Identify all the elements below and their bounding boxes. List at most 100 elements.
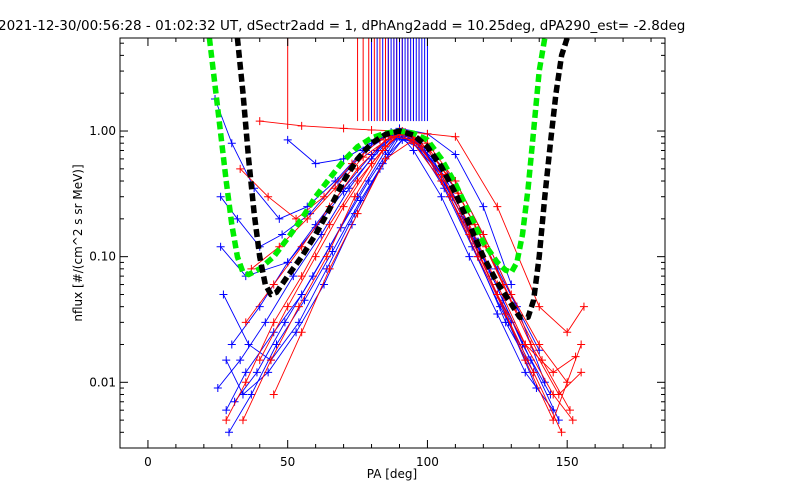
red-data-point — [493, 202, 502, 211]
red-data-point — [378, 146, 387, 155]
blue-series-line — [225, 133, 554, 411]
red-data-point — [269, 280, 278, 289]
blue-data-point — [465, 252, 474, 261]
blue-data-point — [278, 230, 287, 239]
blue-data-point — [521, 368, 530, 377]
red-data-point — [322, 252, 331, 261]
x-tick-label: 0 — [144, 455, 152, 469]
blue-data-point — [289, 272, 298, 281]
x-tick-label: 50 — [280, 455, 295, 469]
red-data-point — [269, 318, 278, 327]
red-data-point — [266, 356, 275, 365]
red-data-point — [353, 164, 362, 173]
red-data-point — [283, 302, 292, 311]
red-data-point — [445, 192, 454, 201]
red-data-point — [568, 416, 577, 425]
red-data-point — [549, 368, 558, 377]
blue-data-point — [269, 328, 278, 337]
blue-data-point — [451, 150, 460, 159]
blue-data-point — [227, 340, 236, 349]
blue-data-point — [213, 384, 222, 393]
blue-data-point — [227, 139, 236, 148]
red-data-point — [311, 252, 320, 261]
red-data-point — [423, 129, 432, 138]
model-curve-layer — [206, 38, 570, 320]
blue-data-point — [222, 406, 231, 415]
y-tick-label: 1.00 — [89, 124, 116, 138]
blue-data-point — [437, 192, 446, 201]
red-series-line — [242, 130, 563, 433]
red-data-point — [255, 117, 264, 126]
blue-data-point — [236, 356, 245, 365]
black-model-curve — [234, 38, 570, 320]
blue-data-point — [244, 340, 253, 349]
red-data-point — [367, 125, 376, 134]
y-axis-label: nflux [#/(cm^2 s sr MeV)] — [71, 164, 85, 321]
red-data-point — [367, 159, 376, 168]
red-data-point — [320, 192, 329, 201]
blue-data-point — [222, 356, 231, 365]
blue-data-point — [247, 390, 256, 399]
spike-layer — [287, 38, 428, 130]
red-data-point — [241, 378, 250, 387]
plot-frame — [119, 37, 666, 449]
red-data-point — [535, 340, 544, 349]
red-data-point — [353, 209, 362, 218]
blue-data-point — [261, 318, 270, 327]
red-data-point — [535, 302, 544, 311]
blue-data-point — [216, 242, 225, 251]
red-data-point — [294, 302, 303, 311]
red-data-point — [529, 368, 538, 377]
blue-data-point — [479, 202, 488, 211]
red-data-point — [238, 416, 247, 425]
red-data-point — [350, 192, 359, 201]
red-data-point — [264, 192, 273, 201]
red-data-point — [579, 302, 588, 311]
red-data-point — [339, 202, 348, 211]
chart-title: 2021-12-30/00:56:28 - 01:02:32 UT, dSect… — [0, 18, 685, 34]
x-tick-label: 150 — [556, 455, 579, 469]
red-data-point — [255, 356, 264, 365]
red-data-point — [451, 132, 460, 141]
blue-data-point — [280, 318, 289, 327]
blue-data-point — [493, 309, 502, 318]
red-data-point — [236, 164, 245, 173]
red-data-point — [577, 340, 586, 349]
blue-data-point — [311, 159, 320, 168]
red-data-point — [303, 214, 312, 223]
blue-data-point — [507, 280, 516, 289]
red-data-point — [521, 340, 530, 349]
blue-data-point — [356, 196, 365, 205]
axis-layer: 0 50 100 150 0.01 0.10 1.00 — [89, 38, 665, 469]
blue-data-point — [409, 146, 418, 155]
red-series-line — [251, 133, 571, 411]
red-data-point — [538, 356, 547, 365]
red-data-point — [297, 121, 306, 130]
blue-data-point — [275, 214, 284, 223]
blue-data-point — [219, 290, 228, 299]
red-data-point — [563, 328, 572, 337]
red-data-point — [269, 390, 278, 399]
blue-data-point — [283, 135, 292, 144]
red-data-point — [297, 328, 306, 337]
red-data-point — [297, 242, 306, 251]
red-data-point — [565, 406, 574, 415]
y-tick-label: 0.01 — [89, 375, 116, 389]
x-axis-label: PA [deg] — [367, 467, 417, 481]
blue-data-point — [328, 247, 337, 256]
red-data-point — [339, 124, 348, 133]
red-data-point — [325, 220, 334, 229]
y-tick-label: 0.10 — [89, 250, 116, 264]
red-data-point — [222, 416, 231, 425]
red-data-point — [577, 368, 586, 377]
blue-data-point — [225, 428, 233, 437]
red-data-point — [325, 264, 334, 273]
blue-data-point — [252, 368, 261, 377]
blue-data-point — [532, 384, 541, 393]
blue-data-point — [375, 164, 384, 173]
blue-data-point — [233, 214, 242, 223]
blue-data-point — [364, 177, 373, 186]
red-data-point — [241, 318, 250, 327]
red-data-point — [501, 309, 510, 318]
